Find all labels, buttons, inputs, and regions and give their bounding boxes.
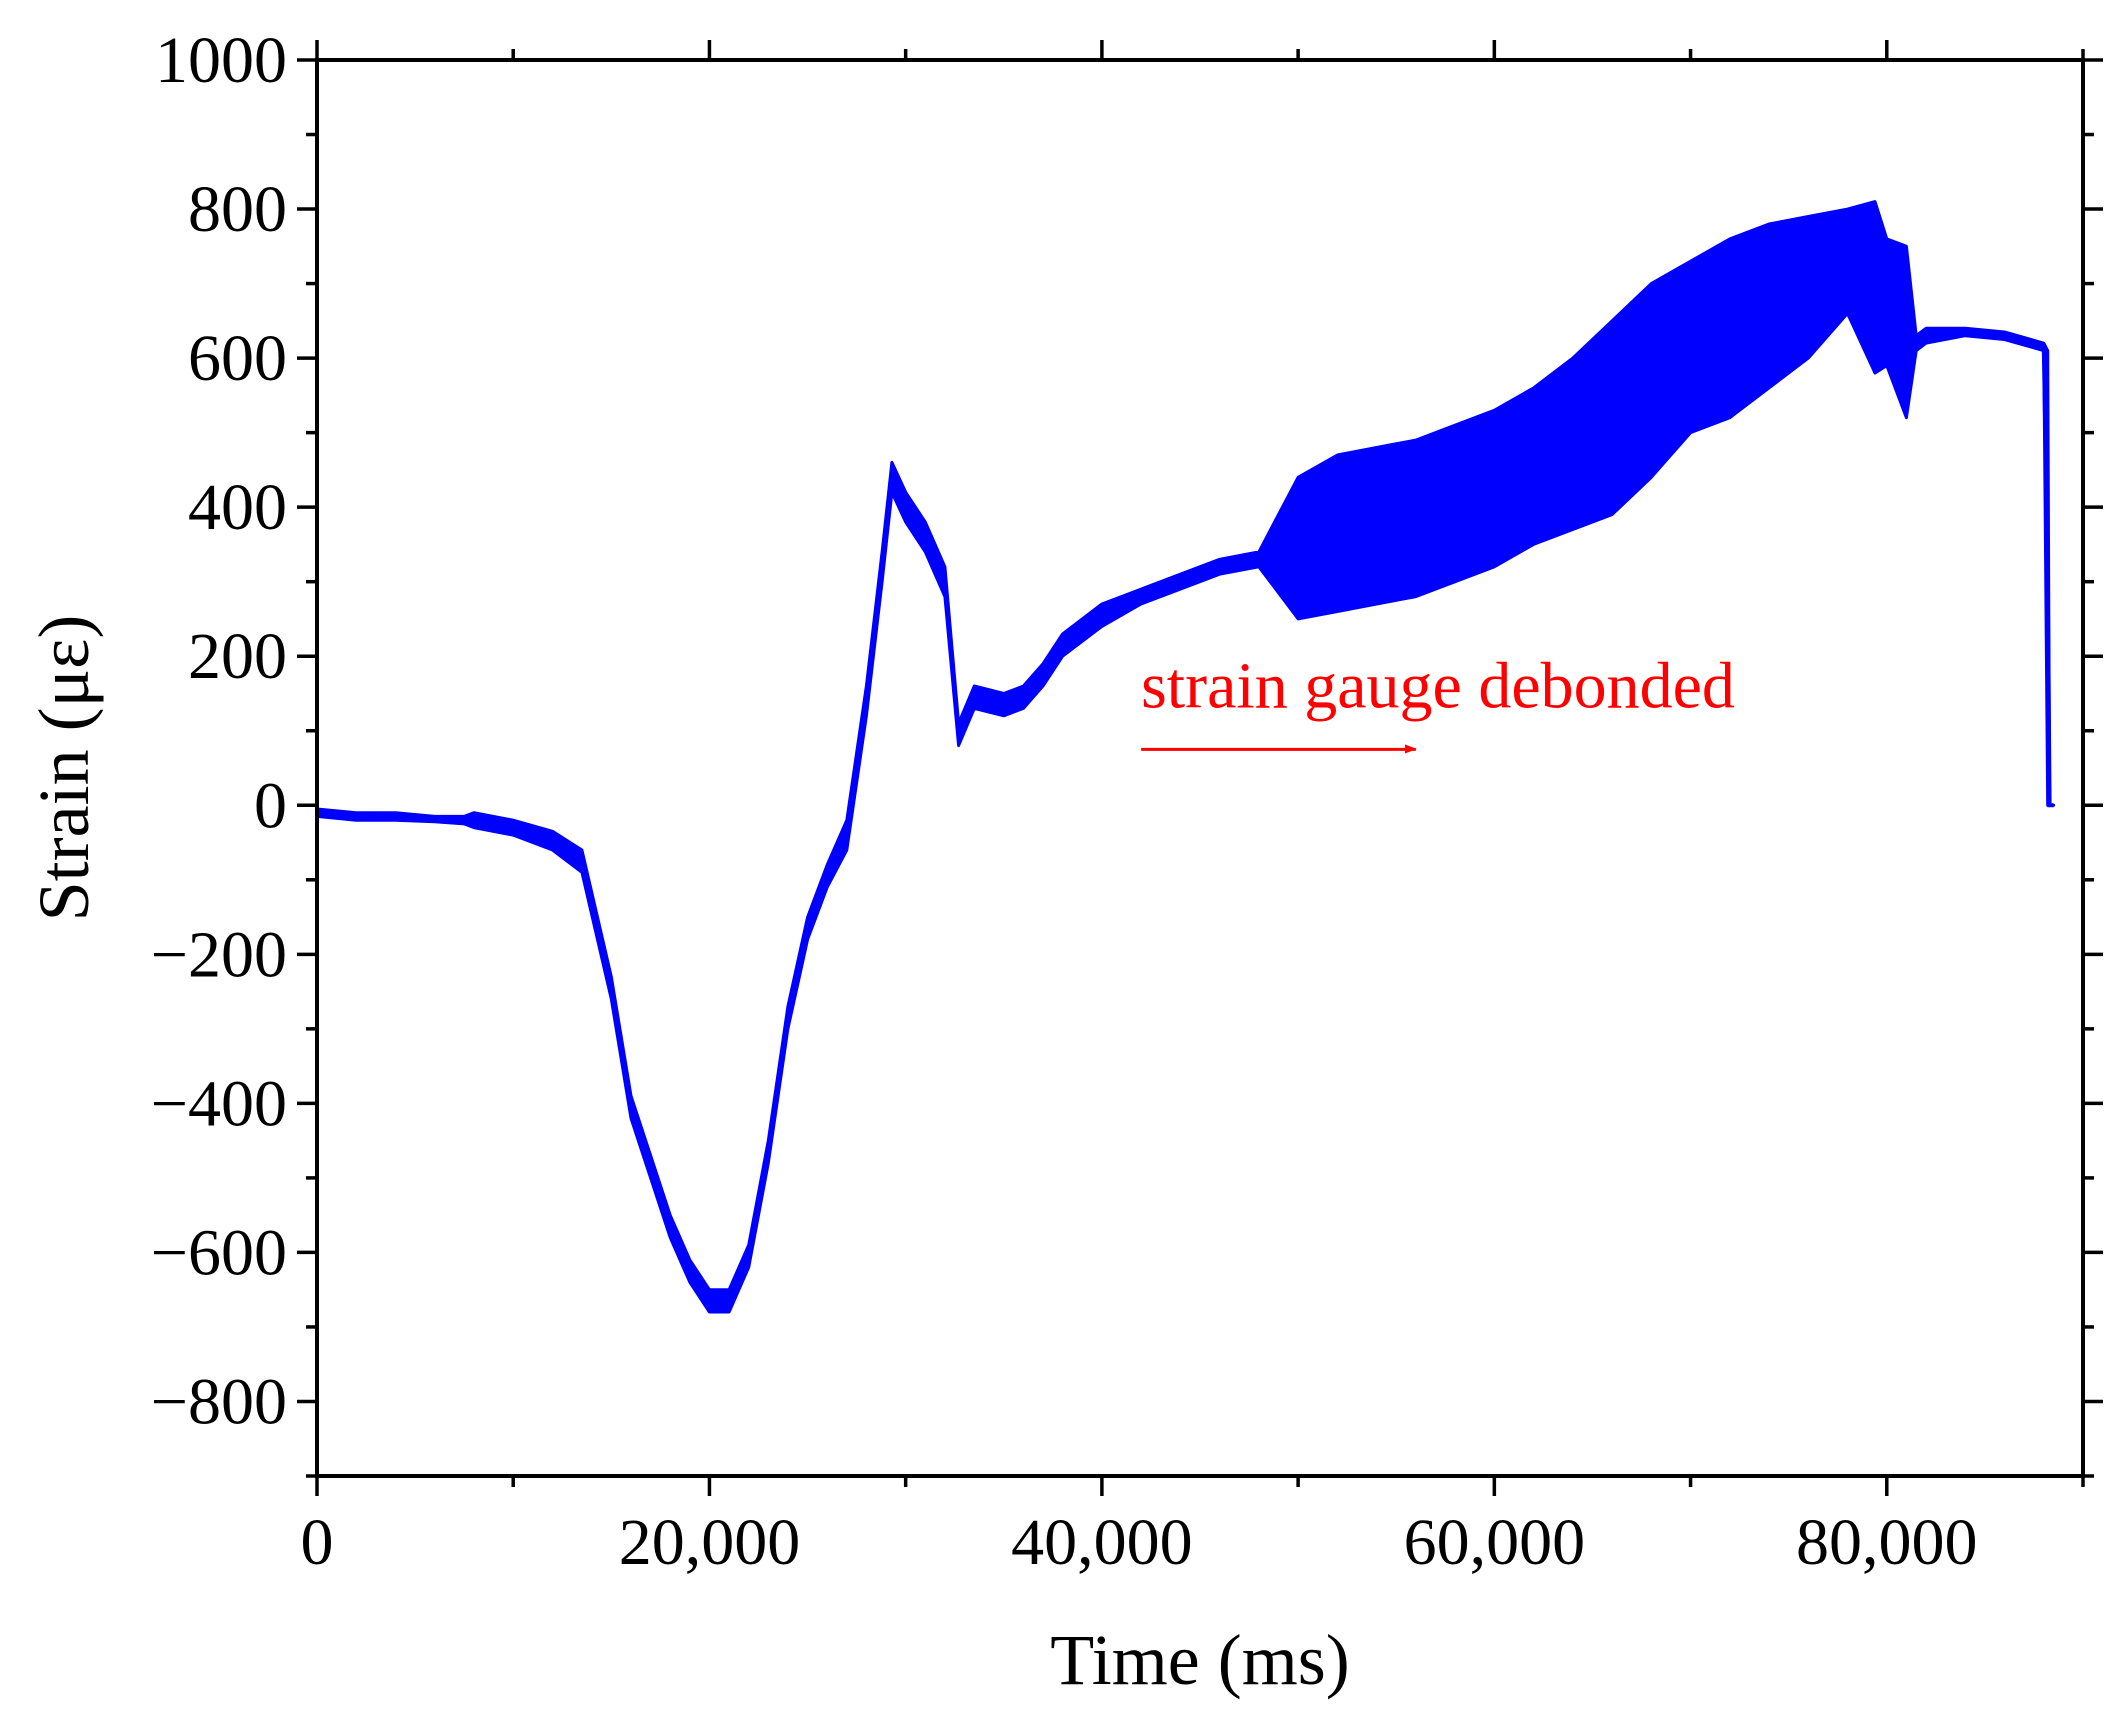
x-tick-label: 80,000 [1796, 1506, 1978, 1579]
y-tick-label: 600 [188, 322, 287, 395]
y-tick-label: 800 [188, 173, 287, 246]
y-tick-label: 200 [188, 620, 287, 693]
annotation: strain gauge debonded [1141, 649, 1735, 754]
x-tick-label: 60,000 [1404, 1506, 1586, 1579]
x-tick-label: 0 [301, 1506, 334, 1579]
strain-series-band [315, 200, 2056, 1314]
x-axis-title: Time (ms) [1050, 1620, 1349, 1700]
x-tick-label: 40,000 [1011, 1506, 1193, 1579]
x-tick-label: 20,000 [619, 1506, 801, 1579]
plot-frame [315, 58, 2085, 1478]
y-tick-label: 0 [254, 769, 287, 842]
tick-labels: 0 20,000 40,000 60,000 80,000 −800 −600 −400 −20… [151, 24, 1978, 1579]
y-axis-title: Strain (με) [24, 615, 104, 922]
strain-series-line [316, 258, 2054, 1303]
y-tick-label: 1000 [155, 24, 287, 97]
annotation-text: strain gauge debonded [1141, 649, 1735, 722]
y-tick-label: −400 [151, 1067, 287, 1140]
y-tick-label: 400 [188, 471, 287, 544]
series-layer [315, 200, 2056, 1314]
y-tick-label: −200 [151, 918, 287, 991]
y-tick-label: −800 [151, 1365, 287, 1438]
y-tick-label: −600 [151, 1216, 287, 1289]
